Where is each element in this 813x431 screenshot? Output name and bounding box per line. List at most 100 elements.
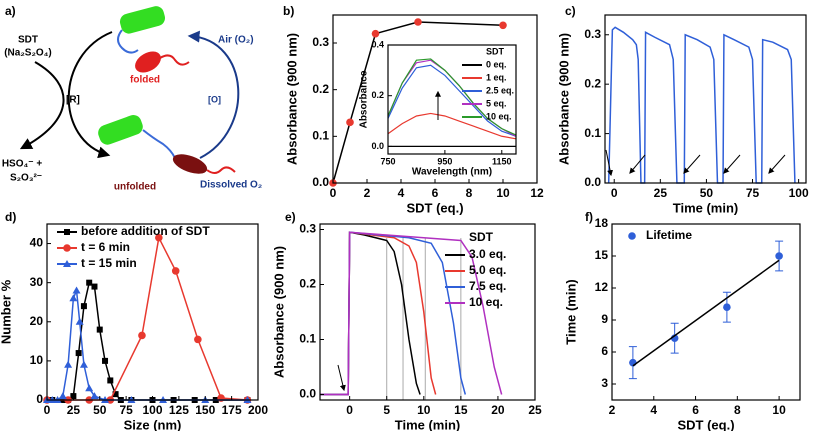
x-tick-label: 1150 bbox=[492, 156, 512, 166]
marker bbox=[171, 267, 180, 275]
x-axis-label: Size (nm) bbox=[124, 417, 182, 431]
x-tick-label: 75 bbox=[119, 403, 133, 417]
legend-label: 3.0 eq. bbox=[469, 247, 506, 261]
y-tick-label: 0.1 bbox=[584, 126, 601, 140]
y-tick-label: 10 bbox=[30, 353, 44, 367]
legend-label: 2.5 eq. bbox=[486, 85, 514, 95]
y-tick-label: 6 bbox=[601, 344, 608, 358]
series-line bbox=[387, 58, 517, 136]
panel-label: b) bbox=[283, 4, 294, 18]
marker bbox=[96, 326, 103, 333]
y-tick-label: 3 bbox=[601, 376, 608, 390]
plot-frame bbox=[319, 223, 536, 401]
legend-label: t = 15 min bbox=[81, 256, 137, 270]
reduction-arrow bbox=[19, 61, 65, 150]
marker bbox=[58, 392, 67, 400]
linker bbox=[142, 129, 176, 159]
marker bbox=[723, 303, 731, 312]
series-line bbox=[632, 259, 780, 367]
y-tick-label: 0.1 bbox=[312, 129, 329, 143]
marker bbox=[63, 260, 71, 267]
marker bbox=[112, 391, 119, 398]
legend-label: t = 6 min bbox=[81, 240, 130, 254]
marker bbox=[86, 279, 93, 286]
helix bbox=[119, 6, 166, 34]
domain bbox=[135, 51, 161, 73]
x-axis-label: Time (min) bbox=[395, 417, 461, 431]
y-tick-label: 0.3 bbox=[312, 35, 329, 49]
x-tick-label: 10 bbox=[496, 186, 510, 200]
series-line bbox=[47, 235, 248, 401]
y-tick-label: 0.2 bbox=[299, 277, 316, 291]
x-tick-label: 0 bbox=[611, 186, 618, 200]
marker bbox=[194, 335, 202, 344]
panel-label: e) bbox=[285, 210, 296, 224]
x-tick-label: 8 bbox=[734, 403, 741, 417]
legend-label: 0 eq. bbox=[486, 59, 507, 69]
x-tick-label: 200 bbox=[248, 403, 268, 417]
y-tick-label: 0.2 bbox=[371, 90, 384, 100]
x-tick-label: 12 bbox=[530, 186, 544, 200]
legend-label: Lifetime bbox=[646, 228, 692, 242]
panel-label: c) bbox=[565, 4, 576, 18]
y-tick-label: 0.2 bbox=[584, 76, 601, 90]
x-tick-label: 10 bbox=[417, 403, 431, 417]
y-tick-label: 30 bbox=[30, 275, 44, 289]
fold-arrow bbox=[67, 31, 113, 159]
x-tick-label: 25 bbox=[528, 403, 542, 417]
x-tick-label: 0 bbox=[330, 186, 337, 200]
marker bbox=[72, 286, 81, 294]
state-label: folded bbox=[130, 75, 160, 86]
panel-a: a) SDT (Na₂S₂O₄) [R] HSO₄⁻ + S₂O₃²⁻ fold… bbox=[2, 4, 262, 192]
plot-frame bbox=[611, 223, 801, 401]
x-tick-label: 150 bbox=[195, 403, 215, 417]
pointer-arrow bbox=[337, 364, 346, 392]
marker bbox=[499, 21, 507, 30]
legend-title: SDT bbox=[486, 46, 505, 56]
product: S₂O₃²⁻ bbox=[10, 173, 42, 184]
series-line bbox=[387, 112, 517, 140]
series-line bbox=[607, 26, 796, 184]
marker bbox=[628, 232, 636, 240]
x-tick-label: 25 bbox=[654, 186, 668, 200]
panel-label: a) bbox=[5, 4, 16, 18]
series-line bbox=[320, 231, 437, 396]
y-axis-label: Time (min) bbox=[563, 279, 578, 345]
pointer-arrow bbox=[605, 149, 614, 177]
product: HSO₄⁻ + bbox=[2, 159, 42, 170]
marker bbox=[138, 331, 146, 340]
marker bbox=[107, 377, 114, 384]
legend-label: 7.5 eq. bbox=[469, 279, 506, 293]
y-axis-label: Absorbance bbox=[359, 70, 370, 128]
x-tick-label: 8 bbox=[466, 186, 473, 200]
x-tick-label: 50 bbox=[93, 403, 107, 417]
x-tick-label: 2 bbox=[609, 403, 616, 417]
y-tick-label: 20 bbox=[30, 314, 44, 328]
x-tick-label: 125 bbox=[169, 403, 189, 417]
y-tick-label: 40 bbox=[30, 236, 44, 250]
series-line bbox=[387, 64, 517, 137]
y-tick-label: 15 bbox=[595, 248, 609, 262]
legend-label: 10 eq. bbox=[469, 295, 503, 309]
panel-label: f) bbox=[585, 210, 593, 224]
pointer-arrow bbox=[723, 154, 741, 174]
x-tick-label: 15 bbox=[454, 403, 468, 417]
x-tick-label: 6 bbox=[432, 186, 439, 200]
y-axis-label: Absorbance (900 nm) bbox=[284, 33, 299, 165]
x-axis-label: SDT (eq.) bbox=[406, 200, 463, 215]
x-tick-label: 950 bbox=[437, 156, 452, 166]
marker bbox=[79, 360, 88, 368]
marker bbox=[80, 303, 87, 310]
x-axis-label: Time (min) bbox=[673, 200, 739, 215]
legend-title: SDT bbox=[469, 230, 494, 244]
x-tick-label: 175 bbox=[222, 403, 242, 417]
marker bbox=[155, 233, 163, 242]
state-label: unfolded bbox=[114, 182, 156, 193]
marker bbox=[64, 229, 70, 235]
pointer-arrow bbox=[683, 154, 701, 174]
y-tick-label: 0.4 bbox=[371, 39, 384, 49]
marker bbox=[64, 360, 73, 368]
reagent: SDT bbox=[18, 35, 38, 46]
oxidation-label: [O] bbox=[208, 94, 221, 104]
y-tick-label: 0.0 bbox=[312, 175, 329, 189]
